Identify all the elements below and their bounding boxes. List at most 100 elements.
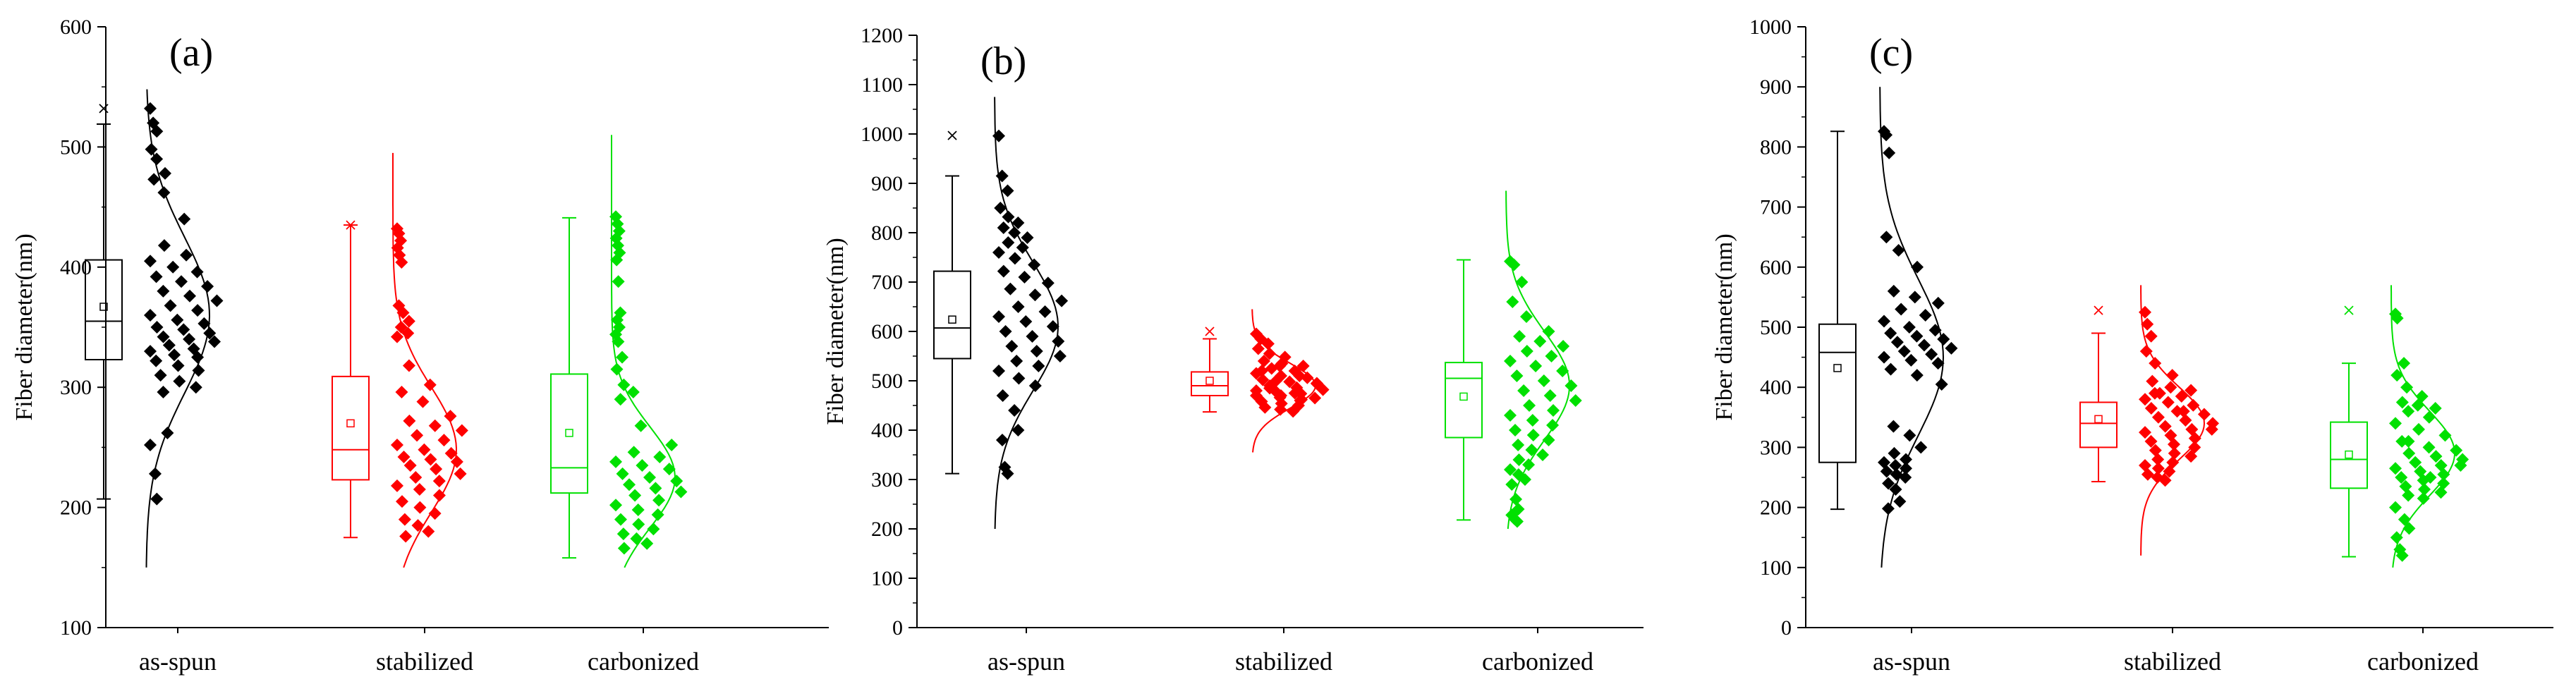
x-tick-label: carbonized — [588, 647, 699, 676]
data-point — [1880, 128, 1893, 142]
data-point — [416, 395, 430, 408]
y-tick-label: 400 — [1760, 376, 1792, 399]
data-point — [651, 508, 664, 521]
data-point — [1910, 369, 1924, 382]
data-point — [1274, 403, 1287, 416]
data-point — [2148, 386, 2161, 400]
data-point — [992, 310, 1005, 323]
data-point — [2424, 471, 2437, 484]
data-point — [652, 494, 666, 507]
data-point — [2422, 441, 2436, 454]
data-point — [394, 321, 408, 334]
data-point — [1892, 243, 1905, 257]
data-point — [1522, 458, 1536, 471]
data-point — [653, 451, 667, 464]
data-point — [630, 532, 643, 545]
data-point — [2144, 329, 2158, 343]
data-point — [1884, 326, 1897, 340]
data-point — [2163, 465, 2176, 478]
data-point — [157, 284, 170, 298]
data-point — [1910, 329, 1924, 343]
data-point — [1537, 374, 1550, 387]
data-point — [177, 323, 190, 336]
distribution-curve — [611, 135, 676, 568]
data-point — [1504, 463, 1517, 476]
data-point — [2151, 410, 2165, 424]
data-point — [614, 513, 627, 526]
y-tick-label: 800 — [1760, 135, 1792, 159]
data-point — [398, 513, 411, 526]
data-point — [995, 169, 1009, 183]
data-point — [2177, 405, 2190, 418]
box-iqr — [332, 375, 370, 481]
y-tick-label: 600 — [1760, 256, 1792, 279]
data-point — [2146, 374, 2159, 388]
data-point — [2389, 417, 2402, 430]
data-point — [2139, 393, 2151, 406]
data-point — [1011, 216, 1025, 229]
data-point — [610, 253, 624, 267]
y-tick-label: 600 — [60, 16, 92, 39]
data-point — [2402, 522, 2416, 535]
data-point — [627, 446, 640, 459]
data-point — [614, 393, 627, 406]
series-as-spun — [1818, 87, 1958, 568]
data-point — [171, 313, 184, 326]
data-point — [158, 166, 171, 180]
data-point — [647, 523, 660, 536]
data-point — [2390, 369, 2404, 382]
data-point — [402, 315, 415, 328]
data-point — [1296, 360, 1310, 372]
data-point — [1897, 345, 1911, 358]
data-point — [2389, 501, 2402, 514]
data-point — [1257, 355, 1270, 367]
data-point — [2437, 468, 2450, 481]
data-point — [997, 264, 1010, 278]
data-point — [1008, 404, 1021, 417]
y-tick-label: 900 — [871, 172, 903, 195]
data-point — [1506, 295, 1519, 308]
data-point — [2429, 450, 2443, 463]
data-point — [616, 467, 629, 480]
data-point — [1917, 338, 1931, 352]
box-iqr — [2079, 401, 2118, 448]
y-tick-label: 1000 — [861, 123, 903, 146]
data-point — [2179, 414, 2192, 427]
data-point — [1002, 210, 1015, 224]
data-point — [2434, 486, 2448, 499]
series-carbonized — [1445, 190, 1582, 530]
data-point — [175, 275, 188, 288]
data-point — [609, 455, 622, 468]
distribution-curve — [994, 97, 1059, 530]
data-point — [1878, 315, 1890, 328]
data-point — [2185, 384, 2198, 397]
data-point — [150, 354, 163, 367]
data-point — [2398, 357, 2411, 370]
data-point — [1925, 348, 1938, 361]
data-point — [2144, 402, 2158, 415]
data-point — [1881, 502, 1895, 515]
data-point — [1517, 384, 1531, 397]
data-point — [1028, 258, 1041, 271]
data-point — [424, 453, 437, 466]
data-point — [1880, 231, 1893, 244]
data-point — [2454, 458, 2467, 472]
data-point — [1004, 282, 1017, 295]
data-point — [2390, 531, 2403, 544]
data-point — [183, 333, 196, 346]
data-point — [1899, 471, 1912, 484]
x-tick-label: carbonized — [2367, 647, 2479, 676]
data-point — [1018, 271, 1031, 283]
data-point — [150, 125, 164, 138]
box-mean-marker — [1459, 392, 1468, 401]
data-point — [157, 186, 171, 200]
data-point — [423, 378, 437, 391]
outlier-marker — [99, 104, 109, 114]
data-point — [640, 537, 654, 550]
y-axis-label: Fiber diameter(nm) — [1711, 233, 1737, 420]
data-point — [1001, 467, 1014, 480]
y-tick-label: 0 — [892, 616, 903, 640]
panel-label: (c) — [1869, 31, 1913, 75]
y-tick-label: 900 — [1760, 75, 1792, 99]
data-point — [1931, 357, 1945, 370]
